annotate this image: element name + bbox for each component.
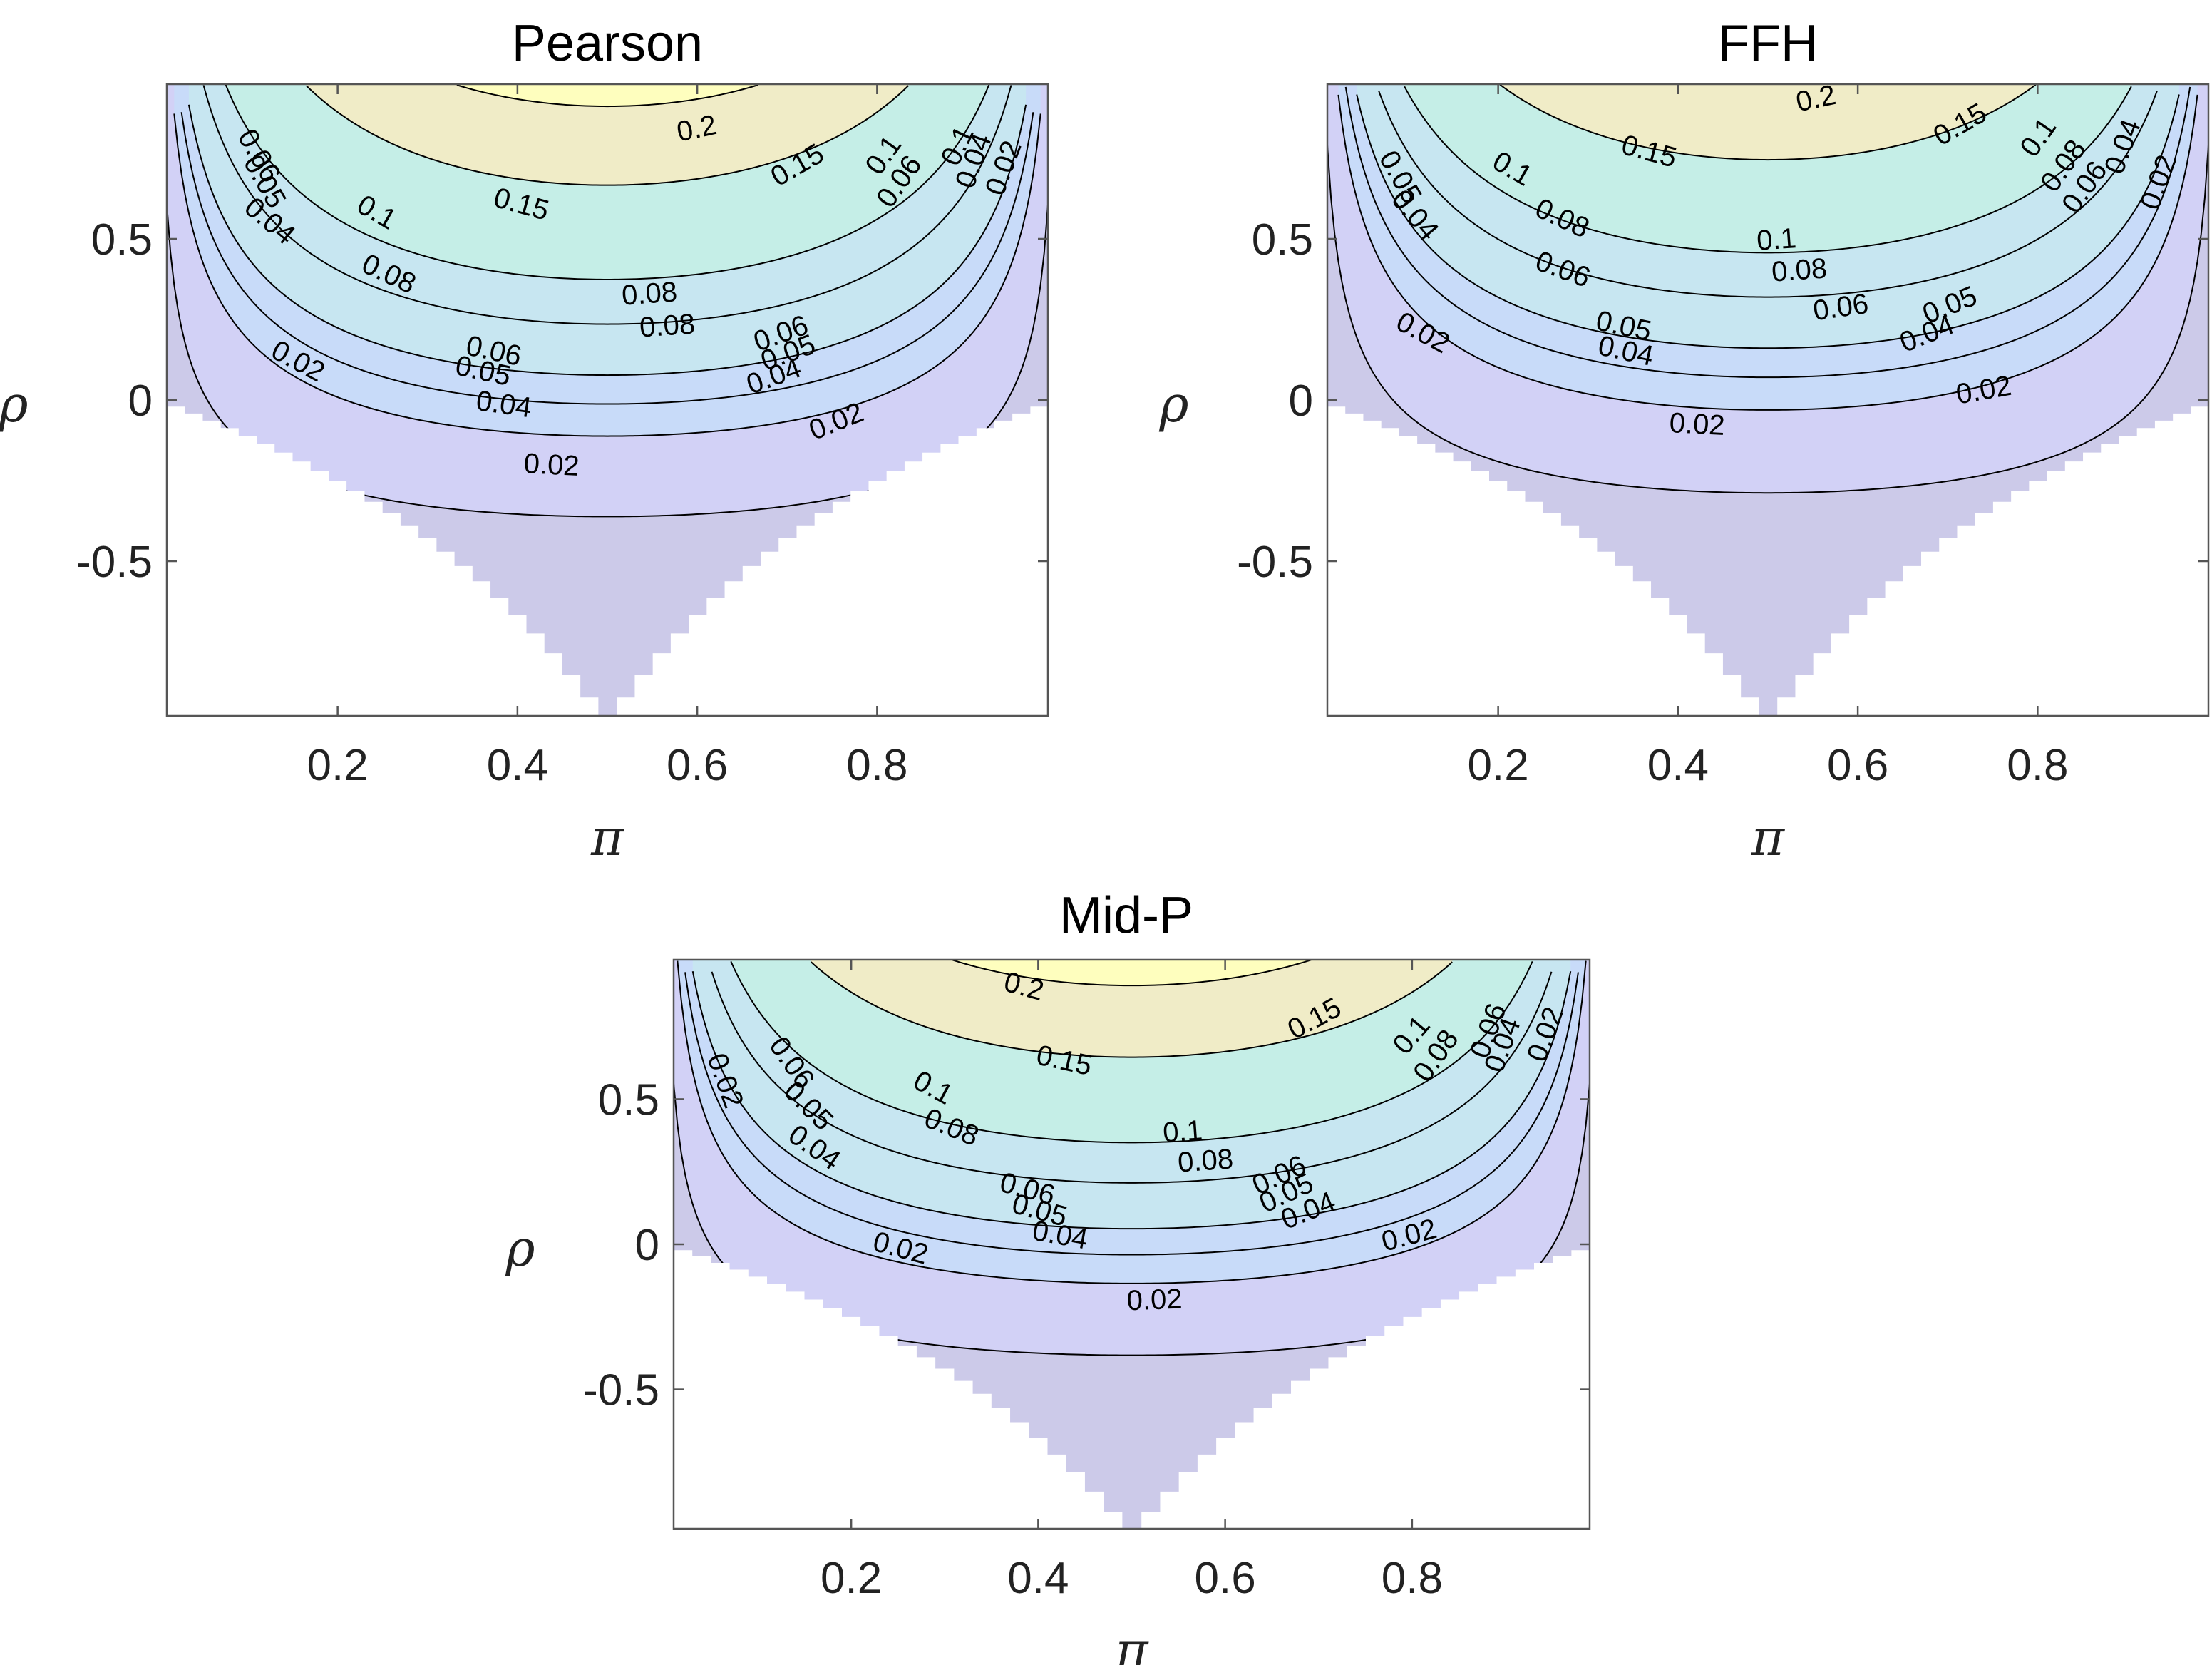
x-tick-label: 0.4: [487, 741, 548, 790]
contour-label: 0.08: [1771, 252, 1828, 287]
y-tick-label: 0: [128, 376, 153, 426]
x-tick-label: 0.8: [846, 741, 907, 790]
contour-line: [1337, 94, 2198, 411]
y-tick-label: 0: [635, 1221, 659, 1270]
y-axis-label: ρ: [1158, 375, 1188, 434]
contour-label: 0.02: [1669, 407, 1726, 441]
x-tick-label: 0.6: [1827, 741, 1888, 790]
contour-line: [187, 104, 1027, 376]
y-tick-label: -0.5: [76, 538, 153, 587]
contour-line: [225, 84, 990, 280]
x-tick-label: 0.2: [821, 1554, 882, 1603]
y-axis-label: ρ: [505, 1219, 535, 1278]
contour-label: 0.08: [1177, 1143, 1235, 1178]
y-tick-label: 0.5: [91, 215, 153, 265]
contour-line: [952, 960, 1312, 987]
contour-label: 0.02: [523, 448, 580, 482]
x-tick-label: 0.6: [1195, 1554, 1256, 1603]
contour-label: 0.1: [1162, 1115, 1204, 1149]
contour-label: 0.06: [1811, 288, 1871, 327]
x-axis-label: π: [590, 809, 625, 867]
x-tick-label: 0.8: [1382, 1554, 1443, 1603]
contour-line: [711, 971, 1553, 1184]
x-tick-label: 0.4: [1007, 1554, 1069, 1603]
contour-line: [684, 972, 1579, 1256]
panel-title: Pearson: [512, 15, 703, 72]
x-tick-label: 0.6: [667, 741, 728, 790]
x-axis-label: π: [1751, 809, 1786, 867]
contour-line: [677, 960, 1587, 1284]
contour-line: [811, 961, 1453, 1058]
x-tick-label: 0.2: [1468, 741, 1529, 790]
panel-title: Mid-P: [1059, 887, 1193, 944]
contour-lines: [1327, 84, 2209, 494]
x-tick-label: 0.8: [2007, 741, 2068, 790]
x-tick-label: 0.2: [307, 741, 369, 790]
contour-fill: [1327, 84, 2208, 493]
contour-line: [180, 112, 1034, 405]
contour-label: 0.04: [474, 385, 533, 424]
panel-mid-p: Mid-P 0.2 0.15 0.15 0.1 0.1 0.1 0.08 0.0…: [505, 887, 1591, 1665]
contour-label: 0.02: [1126, 1284, 1183, 1317]
y-tick-label: 0: [1289, 376, 1313, 426]
contour-line: [202, 85, 1012, 325]
y-tick-label: 0.5: [1252, 215, 1313, 265]
x-tick-label: 0.4: [1647, 741, 1709, 790]
contour-line: [306, 85, 909, 186]
contour-lines: [674, 960, 1590, 1356]
contour-line: [1378, 91, 2158, 298]
x-axis-label: π: [1114, 1622, 1149, 1665]
contour-line: [1499, 84, 2037, 161]
y-tick-label: -0.5: [583, 1366, 659, 1415]
contour-line: [691, 970, 1572, 1230]
y-tick-label: 0.5: [598, 1075, 659, 1124]
contour-line: [1327, 145, 2209, 494]
panel-ffh: FFH 0.2 0.15 0.15 0.1 0.1 0.1 0.08 0.08 …: [1158, 15, 2210, 867]
contour-line: [1344, 86, 2191, 379]
contour-line: [456, 84, 758, 108]
panel-title: FFH: [1718, 15, 1818, 72]
contour-fill: [674, 960, 1590, 1356]
contour-line: [1356, 94, 2180, 349]
contour-label: 0.08: [639, 308, 696, 343]
contour-label: 0.1: [1756, 222, 1798, 257]
contour-label: 0.08: [621, 276, 679, 311]
contour-line: [730, 960, 1533, 1144]
contour-line: [173, 113, 1041, 437]
contour-fill: [167, 84, 1048, 517]
panel-pearson: Pearson 0.2 0.15 0.15 0.1 0.1 0.08 0.08 …: [0, 15, 1049, 867]
y-tick-label: -0.5: [1237, 538, 1313, 587]
contour-line: [1404, 86, 2132, 254]
y-axis-label: ρ: [0, 375, 29, 434]
